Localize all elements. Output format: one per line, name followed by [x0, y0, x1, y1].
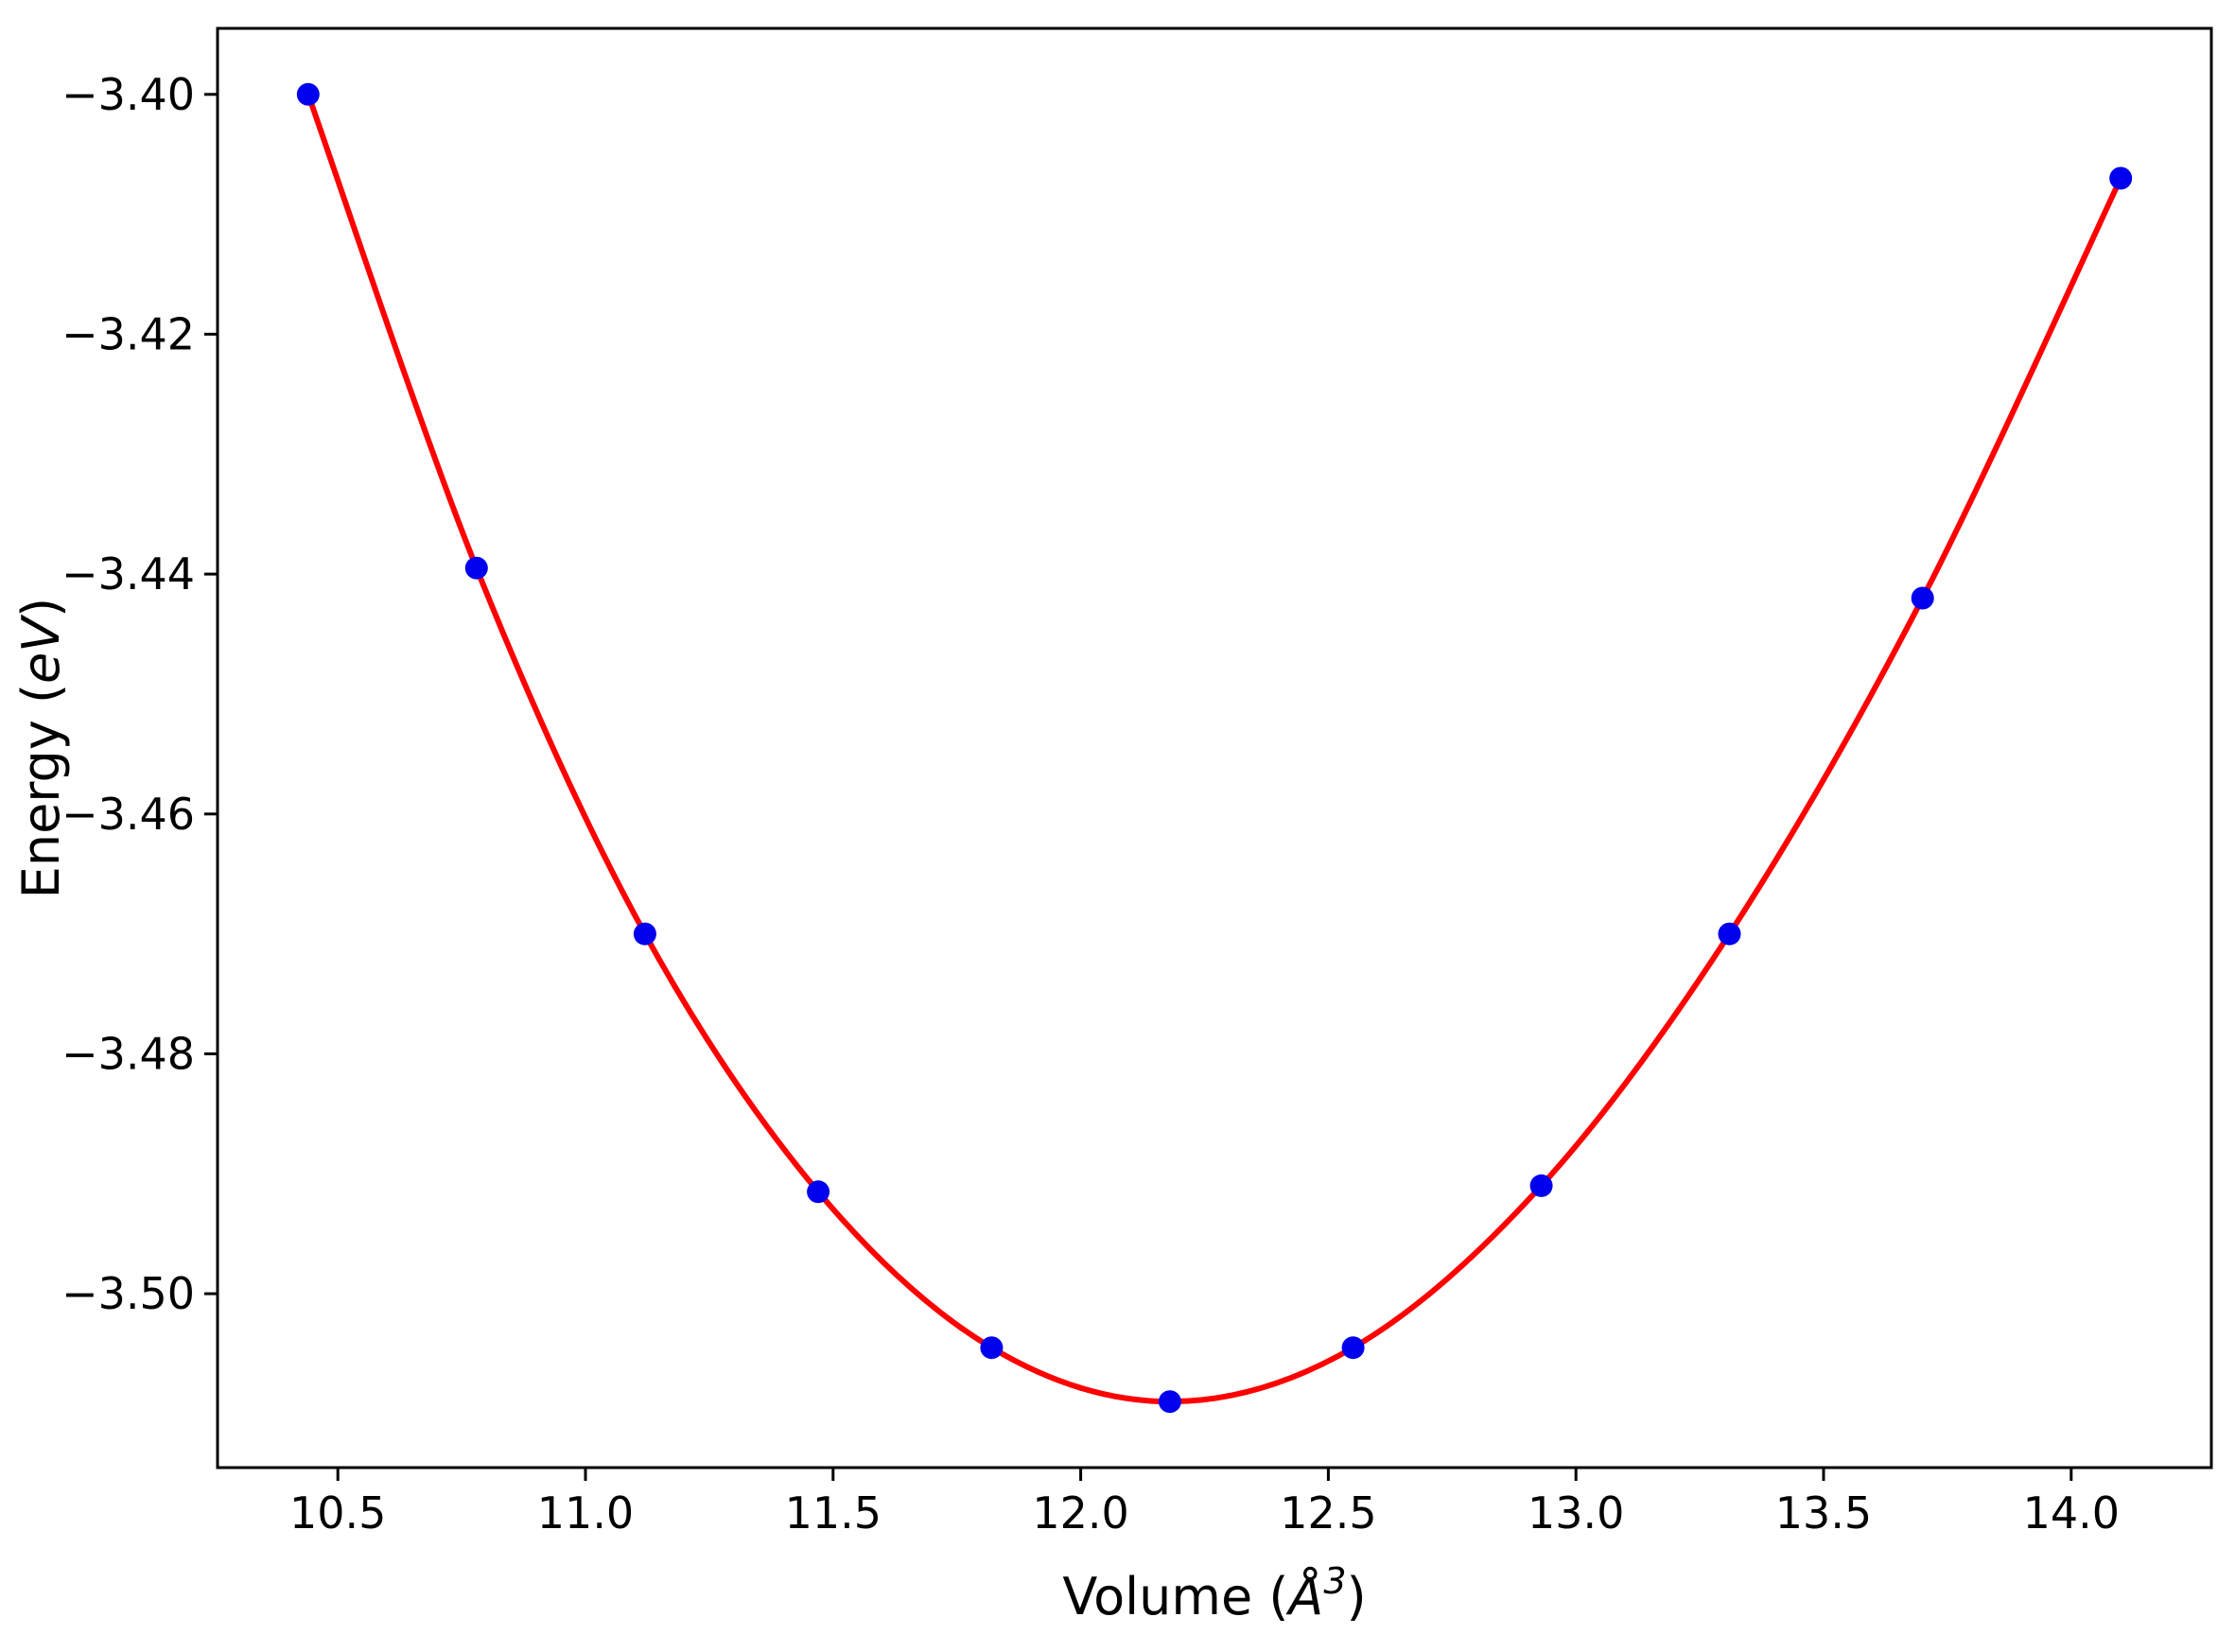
data-point-marker: [1911, 586, 1934, 610]
data-point-marker: [807, 1180, 830, 1204]
data-point-marker: [296, 82, 320, 106]
x-tick-label: 14.0: [2023, 1487, 2120, 1539]
y-tick-label: −3.42: [61, 309, 195, 360]
data-point-marker: [1529, 1174, 1553, 1197]
data-point-marker: [1341, 1336, 1365, 1360]
data-point-marker: [633, 922, 656, 946]
x-tick-label: 13.5: [1775, 1487, 1872, 1539]
x-tick-label: 13.0: [1528, 1487, 1624, 1539]
x-tick-label: 11.0: [537, 1487, 634, 1539]
y-tick-label: −3.46: [61, 789, 195, 840]
axes-spines: [216, 26, 2213, 1469]
data-point-marker: [2109, 166, 2133, 190]
x-axis-label: Volume (Å3): [1062, 1560, 1366, 1626]
x-tick-label: 10.5: [289, 1487, 386, 1539]
y-tick-label: −3.50: [61, 1268, 195, 1319]
y-tick-label: −3.40: [61, 69, 195, 120]
y-axis-label: Energy (eV): [11, 598, 71, 899]
y-tick-label: −3.48: [61, 1029, 195, 1080]
y-tick-label: −3.44: [61, 548, 195, 600]
data-point-marker: [980, 1336, 1004, 1360]
data-point-marker: [1718, 922, 1741, 946]
x-tick-label: 11.5: [785, 1487, 882, 1539]
x-tick-label: 12.0: [1032, 1487, 1128, 1539]
data-point-marker: [464, 556, 488, 580]
x-tick-label: 12.5: [1280, 1487, 1376, 1539]
data-point-marker: [1158, 1390, 1181, 1414]
